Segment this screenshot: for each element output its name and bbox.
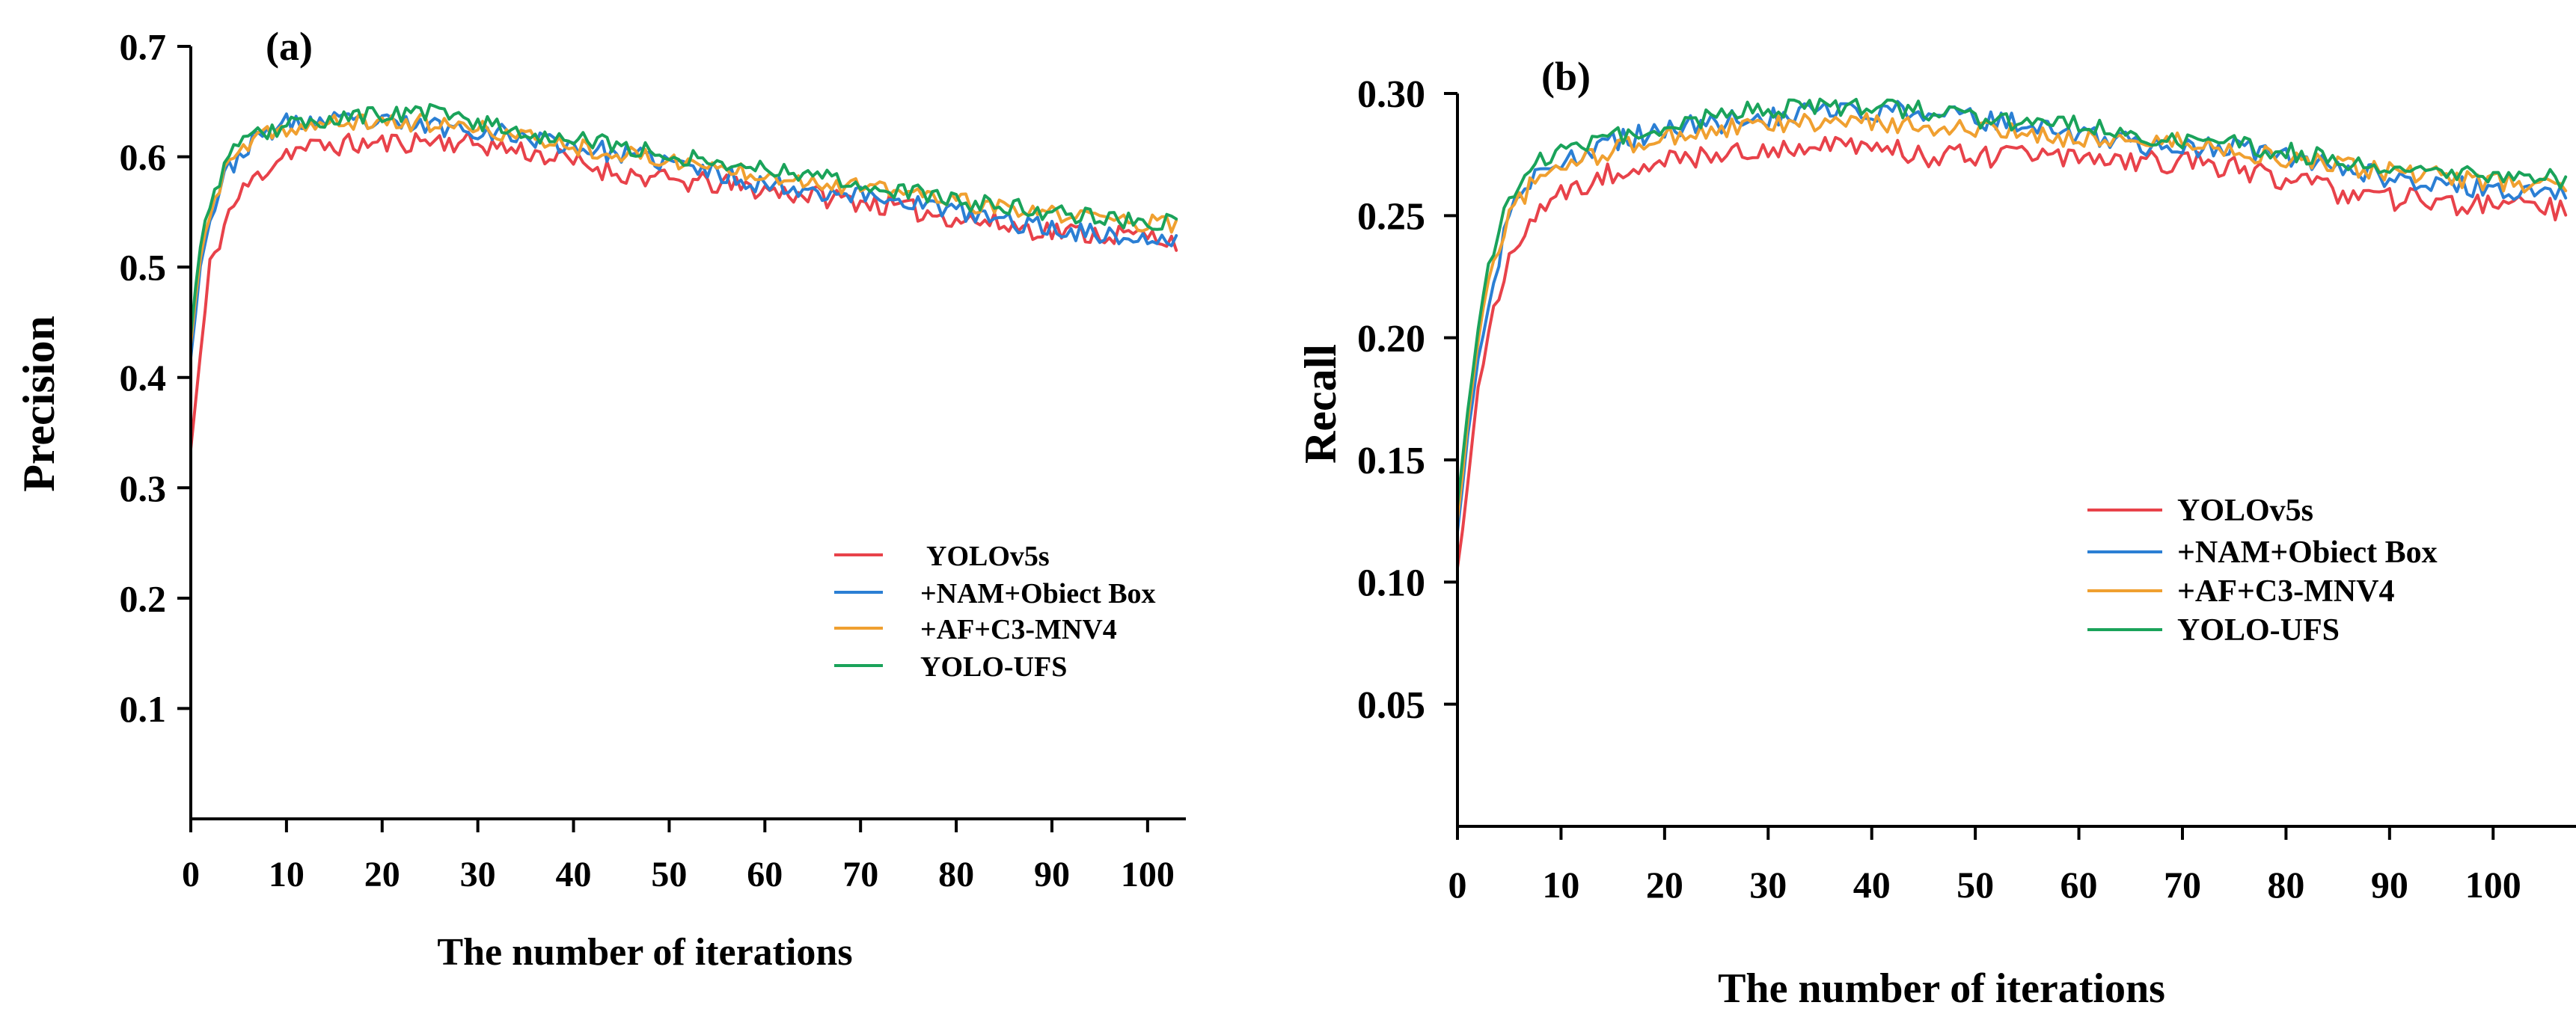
y-tick-label: 0.30	[1357, 73, 1425, 116]
y-tick-label: 0.25	[1357, 196, 1425, 239]
y-tick-label: 0.05	[1357, 684, 1425, 727]
series-group-a	[189, 102, 1178, 451]
axes-b	[1456, 93, 2576, 828]
x-tick-label: 10	[269, 855, 305, 894]
y-axis-title-b: Recall	[1296, 344, 1345, 464]
x-tick-label: 20	[364, 855, 400, 894]
y-tick-label: 0.4	[120, 357, 167, 399]
axes-a	[189, 46, 1186, 820]
y-tick-label: 0.5	[120, 247, 167, 289]
x-tick-label: 90	[2371, 864, 2408, 906]
x-tick-label: 100	[1121, 855, 1175, 894]
x-tick-label: 40	[556, 855, 592, 894]
x-tick-label: 70	[2164, 864, 2201, 906]
y-tick-label: 0.6	[120, 136, 167, 178]
series-line-yolo-ufs	[1456, 97, 2568, 508]
x-tick-label: 60	[2061, 864, 2098, 906]
legend-label: +AF+C3-MNV4	[2177, 574, 2394, 609]
x-axis-title-a: The number of iterations	[437, 931, 852, 974]
x-tick-label: 10	[1542, 864, 1579, 906]
panel-label-b: (b)	[1541, 54, 1591, 99]
y-tick-label: 0.3	[120, 467, 167, 509]
x-tick-label: 0	[182, 855, 200, 894]
x-tick-label: 30	[1749, 864, 1787, 906]
x-tick-label: 50	[1957, 864, 1994, 906]
y-tick-label: 0.15	[1357, 440, 1425, 482]
series-line-yolov5s	[1456, 135, 2568, 570]
y-tick-label: 0.7	[120, 26, 167, 68]
y-axis-title-a: Precision	[14, 316, 64, 492]
panel-label-a: (a)	[266, 24, 313, 69]
x-axis-title-b: The number of iterations	[1718, 965, 2165, 1012]
x-tick-label: 30	[460, 855, 496, 894]
legend-b: YOLOv5s +NAM+Obiect Box +AF+C3-MNV4 YOLO-UF…	[2087, 494, 2438, 648]
legend-label: +NAM+Obiect Box	[2177, 535, 2438, 570]
ticks-a: 0 10 20 30 40 50 60 70 80 90 100 0.1 0.2 0.3 0.4 0.5 0.6…	[120, 26, 1175, 895]
y-tick-label: 0.10	[1357, 562, 1425, 605]
legend-label: YOLOv5s	[2177, 494, 2313, 528]
legend-label: +AF+C3-MNV4	[920, 614, 1117, 645]
series-line-nam-obiect-box	[189, 111, 1178, 360]
y-tick-label: 0.2	[120, 577, 167, 619]
panel-b: (b) Recall The number of iterations 0 10 2…	[1296, 54, 2576, 1012]
x-tick-label: 80	[2267, 864, 2304, 906]
x-tick-label: 90	[1034, 855, 1070, 894]
series-line-af-c3-mnv4	[1456, 112, 2568, 523]
x-tick-label: 50	[651, 855, 687, 894]
legend-label: +NAM+Obiect Box	[920, 578, 1156, 609]
x-tick-label: 70	[842, 855, 878, 894]
series-line-yolo-ufs	[189, 102, 1178, 337]
legend-label: YOLO-UFS	[920, 651, 1067, 683]
series-line-yolov5s	[189, 130, 1178, 451]
panel-a: (a) Precision The number of iterations 0…	[14, 24, 1186, 974]
legend-label: YOLO-UFS	[2177, 613, 2340, 648]
series-group-b	[1456, 97, 2568, 570]
x-tick-label: 100	[2465, 864, 2521, 906]
ticks-b: 0 10 20 30 40 50 60 70 80 90 100 0.05 0.10 0.15 0.20 0.…	[1357, 73, 2521, 906]
x-tick-label: 40	[1853, 864, 1891, 906]
x-tick-label: 0	[1448, 864, 1467, 906]
x-tick-label: 20	[1646, 864, 1683, 906]
y-tick-label: 0.20	[1357, 318, 1425, 360]
legend-label: YOLOv5s	[926, 541, 1050, 572]
legend-a: YOLOv5s +NAM+Obiect Box +AF+C3-MNV4 YOLO-UF…	[834, 541, 1156, 683]
x-tick-label: 60	[747, 855, 783, 894]
y-tick-label: 0.1	[120, 688, 167, 730]
x-tick-label: 80	[938, 855, 974, 894]
